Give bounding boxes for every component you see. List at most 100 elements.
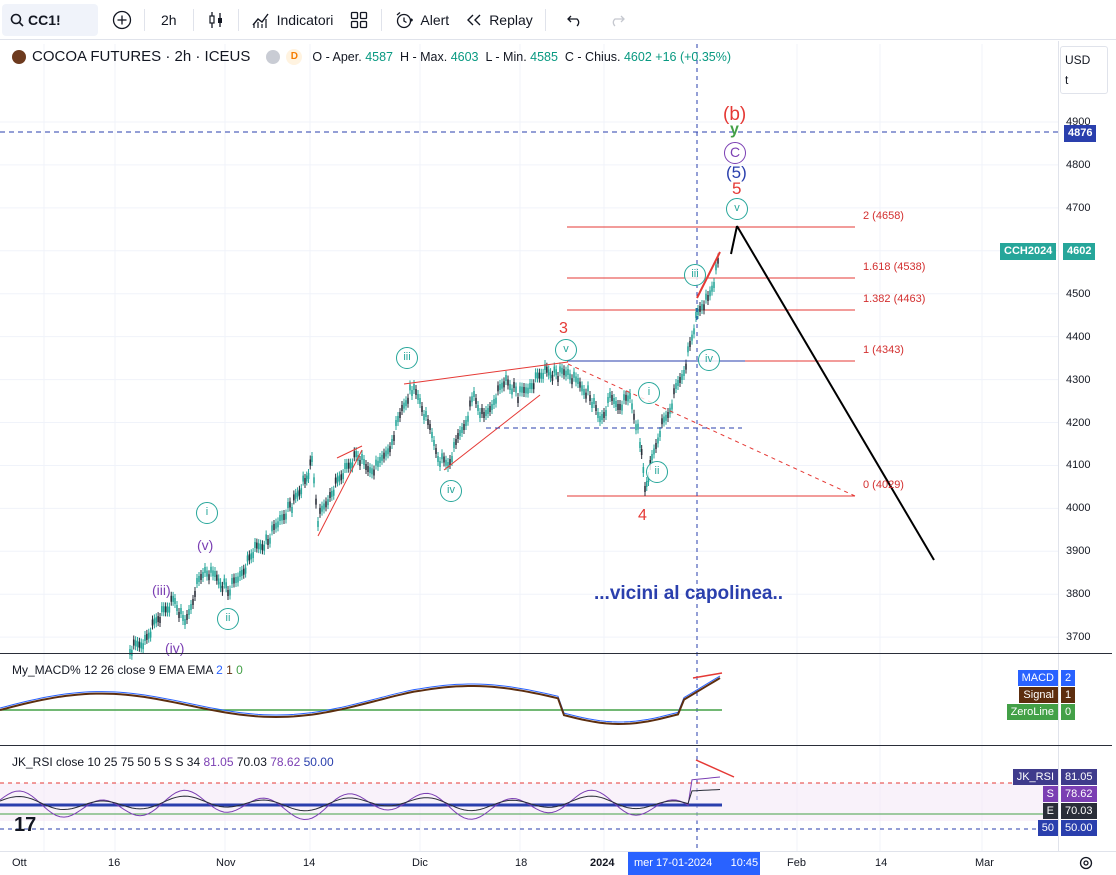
macd-tag-value: 2 — [1061, 670, 1076, 686]
divider — [381, 8, 383, 31]
macd-legend[interactable]: My_MACD% 12 26 close 9 EMA EMA 2 1 0 — [12, 663, 243, 677]
candle-body — [239, 571, 241, 577]
wave-y-label: y — [730, 121, 739, 138]
chart-title[interactable]: COCOA FUTURES · 2h · ICEUS — [32, 48, 251, 65]
candle-body — [467, 415, 469, 422]
macd-tag-value: 1 — [1061, 687, 1076, 703]
candle-body — [296, 491, 299, 498]
candle-body — [279, 515, 281, 521]
candle-body — [174, 598, 176, 604]
candle-body — [565, 370, 567, 377]
symbol-search-button[interactable]: CC1! — [2, 3, 98, 36]
candle-body — [237, 576, 239, 583]
interval-button[interactable]: 2h — [161, 11, 177, 28]
candle-body — [693, 328, 695, 335]
rsi-legend[interactable]: JK_RSI close 10 25 75 50 5 S S 34 81.05 … — [12, 755, 334, 769]
candle-body — [256, 542, 258, 549]
wave-iii-left-label: iii — [396, 347, 418, 369]
candle-body — [671, 403, 673, 410]
candle-body — [353, 451, 356, 458]
candle-body — [437, 456, 439, 462]
candle-body — [673, 388, 675, 395]
rsi-pane — [0, 759, 1058, 830]
redo-button[interactable] — [600, 4, 634, 36]
candle-body — [547, 369, 550, 376]
time-axis-label: Nov — [216, 857, 236, 869]
candle-body — [379, 457, 381, 463]
layouts-button[interactable] — [341, 4, 377, 36]
close-value: 4602 — [623, 49, 652, 64]
candle-body — [342, 473, 344, 480]
tradingview-logo[interactable]: 17 — [14, 814, 37, 836]
level-price-tag: 4876 — [1064, 125, 1097, 142]
candle-body — [493, 399, 495, 405]
candle-body — [697, 309, 699, 315]
candle-body — [613, 398, 615, 404]
candle-body — [439, 461, 441, 467]
candle-body — [597, 412, 599, 418]
candle-body — [375, 459, 377, 466]
candle-body — [501, 382, 503, 389]
alert-button[interactable]: Alert — [386, 4, 457, 36]
high-value: 4603 — [450, 49, 479, 64]
candle-body — [553, 366, 556, 373]
pane-separator-rsi[interactable] — [0, 745, 1112, 746]
signal-value: 1 — [226, 663, 233, 677]
wave-3-label: 3 — [559, 320, 568, 337]
candle-body — [214, 571, 216, 577]
candle-body — [206, 570, 208, 577]
currency-selector[interactable]: USD t — [1060, 46, 1108, 94]
alarm-clock-icon — [394, 10, 414, 30]
candle-body — [497, 385, 499, 392]
wave-ii-right-label: ii — [646, 461, 668, 483]
candle-body — [499, 384, 501, 390]
candle-body — [346, 462, 348, 469]
candle-body — [707, 295, 709, 301]
candle-body — [190, 604, 192, 610]
candle-body — [252, 552, 254, 559]
rsi-tag-value: 81.05 — [1061, 769, 1097, 785]
candle-body — [155, 617, 158, 624]
candle-body — [293, 494, 295, 501]
candle-body — [465, 420, 467, 426]
candle-body — [461, 427, 463, 433]
candle-body — [705, 293, 707, 300]
candle-body — [307, 473, 310, 479]
time-axis-label: 14 — [303, 857, 316, 869]
candle-body — [441, 453, 443, 460]
delayed-badge[interactable]: D — [286, 48, 303, 65]
candle-body — [531, 383, 533, 390]
grid-icon — [349, 10, 369, 30]
indicators-button[interactable]: Indicatori — [243, 4, 342, 36]
candle-body — [273, 524, 275, 530]
candle-body — [149, 631, 152, 638]
candle-body — [294, 492, 297, 499]
wave-v-top-label: v — [726, 198, 748, 220]
compare-button[interactable] — [104, 4, 140, 36]
time-scale[interactable]: Ott 16 Nov 14 Dic 18 2024 Feb 14 Mar mer 17-01-20… — [0, 851, 1116, 875]
candle-body — [351, 462, 354, 469]
candle-body — [415, 389, 417, 395]
candle-body — [146, 633, 148, 640]
candle-body — [159, 617, 161, 623]
undo-button[interactable] — [558, 4, 592, 36]
replay-button[interactable]: Replay — [457, 4, 541, 36]
candles-icon — [206, 10, 226, 30]
candle-body — [212, 570, 214, 577]
candle-body — [302, 475, 304, 482]
settings-gear-icon[interactable] — [1078, 855, 1094, 874]
candle-body — [559, 366, 561, 373]
candle-body — [663, 416, 665, 423]
candle-body — [611, 395, 613, 401]
candle-body — [551, 374, 554, 381]
candle-body — [655, 443, 657, 449]
price-axis-label: 4400 — [1066, 330, 1091, 343]
undo-icon — [566, 13, 584, 27]
time-axis-label: Feb — [787, 857, 806, 869]
candle-body — [513, 382, 515, 388]
pane-separator-macd[interactable] — [0, 653, 1112, 654]
macd-tag-name: Signal — [1019, 687, 1058, 703]
chart-type-button[interactable] — [198, 4, 234, 36]
price-axis-label: 4700 — [1066, 201, 1091, 214]
